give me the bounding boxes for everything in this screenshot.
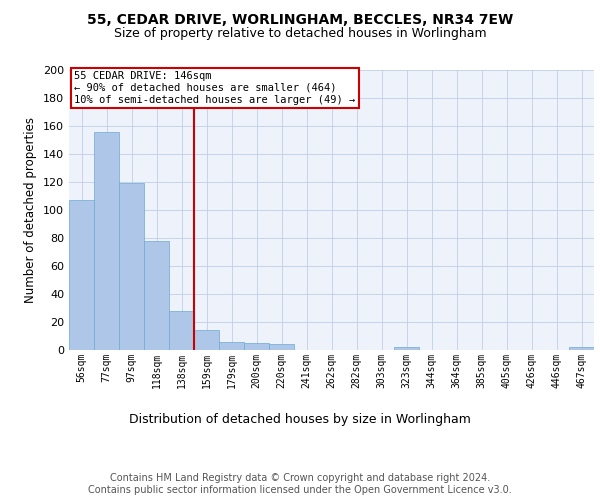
Bar (144, 241, 169, 350)
Text: 55 CEDAR DRIVE: 146sqm
← 90% of detached houses are smaller (464)
10% of semi-de: 55 CEDAR DRIVE: 146sqm ← 90% of detached… (74, 72, 355, 104)
Bar (94, 132, 119, 350)
Bar (219, 342, 244, 350)
Bar (69, 200, 94, 350)
Bar (269, 344, 294, 350)
Bar (169, 311, 194, 350)
Bar (244, 343, 269, 350)
Y-axis label: Number of detached properties: Number of detached properties (25, 117, 37, 303)
Text: Distribution of detached houses by size in Worlingham: Distribution of detached houses by size … (129, 412, 471, 426)
Text: Contains HM Land Registry data © Crown copyright and database right 2024.
Contai: Contains HM Land Registry data © Crown c… (88, 474, 512, 495)
Text: Size of property relative to detached houses in Worlingham: Size of property relative to detached ho… (113, 28, 487, 40)
Text: 55, CEDAR DRIVE, WORLINGHAM, BECCLES, NR34 7EW: 55, CEDAR DRIVE, WORLINGHAM, BECCLES, NR… (87, 12, 513, 26)
Bar (119, 184, 144, 350)
Bar (194, 330, 219, 350)
Bar (569, 347, 594, 350)
Bar (394, 347, 419, 350)
